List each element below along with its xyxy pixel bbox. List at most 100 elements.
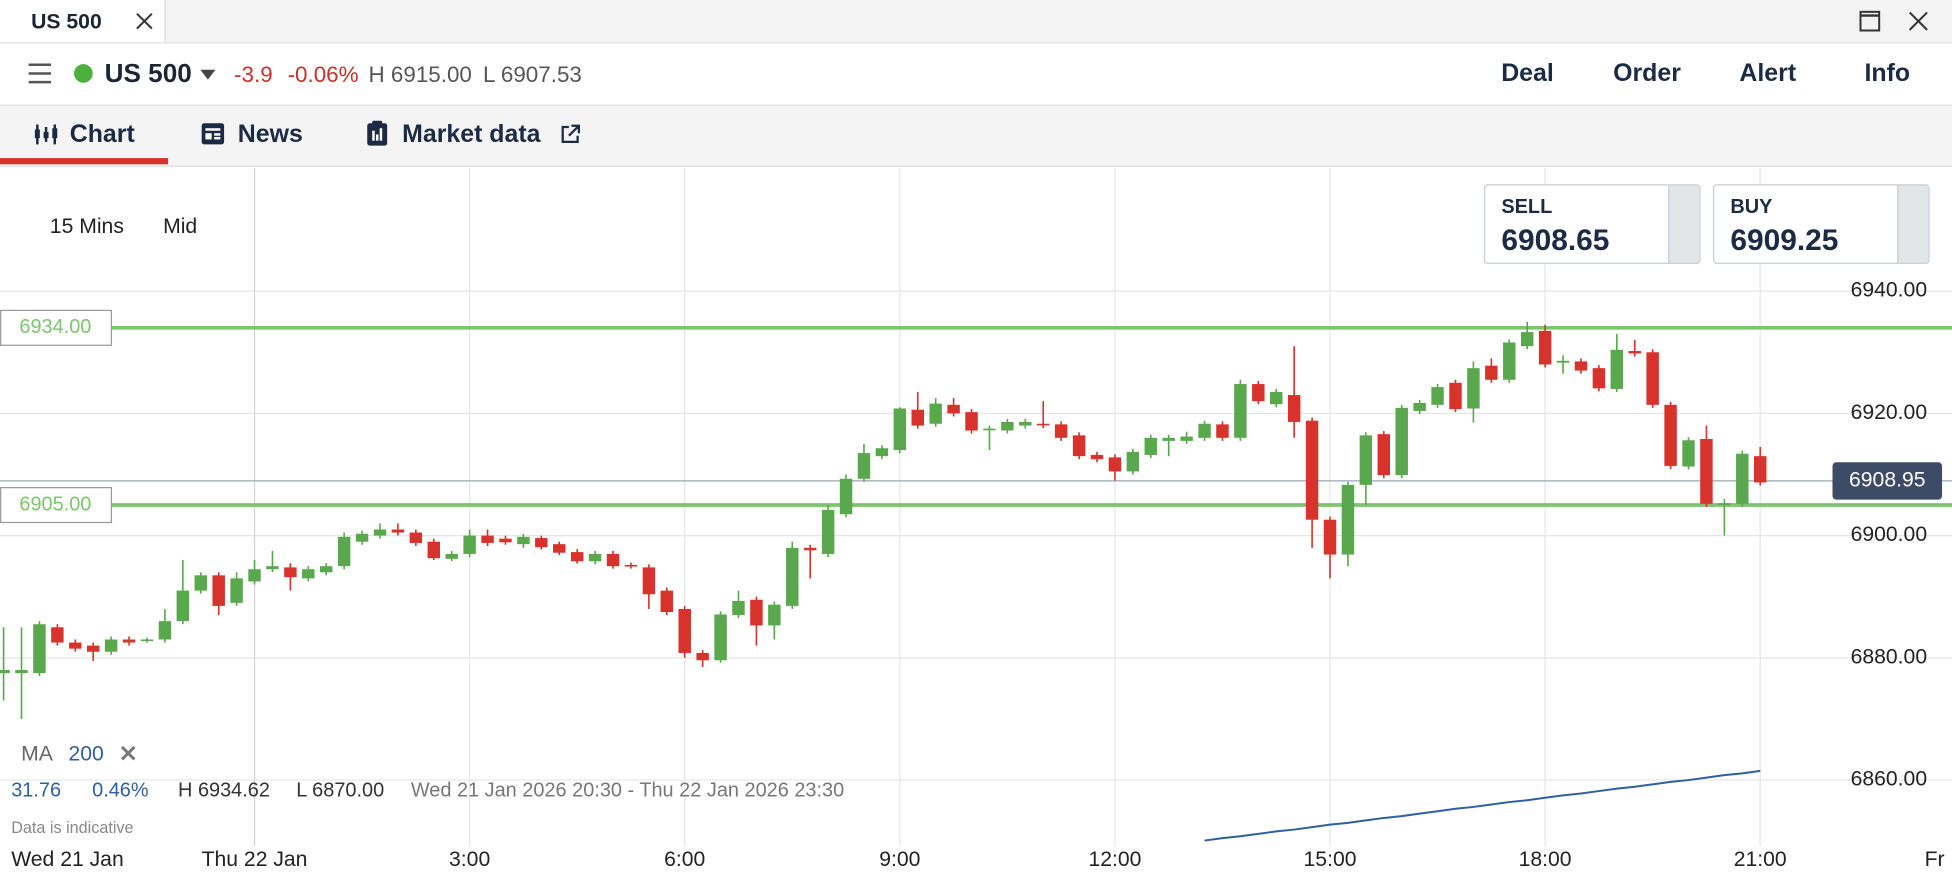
candle-body bbox=[983, 428, 996, 431]
candle-body bbox=[1216, 424, 1229, 438]
candle-body bbox=[266, 566, 279, 570]
instrument-name[interactable]: US 500 bbox=[104, 59, 192, 89]
day-high: H 6915.00 bbox=[368, 62, 472, 88]
price-change: -3.9 bbox=[234, 62, 273, 88]
news-tab[interactable]: News bbox=[237, 120, 303, 149]
candle-body bbox=[535, 538, 548, 548]
candle-body bbox=[1628, 351, 1641, 354]
candle-body bbox=[696, 652, 709, 661]
menu-icon[interactable] bbox=[27, 62, 52, 84]
candle-body bbox=[1072, 435, 1086, 457]
last-price-label: 6908.95 bbox=[1849, 468, 1925, 491]
candle-body bbox=[427, 541, 441, 559]
y-tick-label: 6900.00 bbox=[1851, 523, 1927, 546]
candle-body bbox=[1700, 439, 1713, 504]
candle-body bbox=[1736, 453, 1749, 504]
candle-body bbox=[1180, 436, 1193, 441]
instrument-dropdown[interactable] bbox=[199, 68, 216, 80]
candle-body bbox=[409, 532, 423, 543]
candle-body bbox=[158, 621, 172, 640]
order-button[interactable]: Order bbox=[1613, 59, 1681, 88]
indicator-period[interactable]: 200 bbox=[68, 741, 104, 766]
indicator-name: MA bbox=[21, 741, 53, 766]
candle-body bbox=[1413, 402, 1426, 411]
candle-body bbox=[1252, 384, 1265, 402]
info-button[interactable]: Info bbox=[1864, 59, 1911, 88]
sell-box[interactable]: SELL 6908.65 bbox=[1483, 184, 1701, 264]
sell-label: SELL bbox=[1501, 196, 1553, 218]
candle-body bbox=[553, 544, 566, 553]
candle-body bbox=[606, 553, 620, 567]
candle-body bbox=[140, 639, 154, 642]
candle-body bbox=[1108, 457, 1122, 472]
period-low: L 6870.00 bbox=[296, 780, 385, 802]
candle-body bbox=[1036, 423, 1050, 426]
candle-body bbox=[1323, 519, 1337, 555]
candle-body bbox=[1592, 368, 1606, 389]
close-tab-icon[interactable] bbox=[134, 11, 154, 31]
candle-body bbox=[857, 453, 871, 479]
maximize-icon[interactable] bbox=[1859, 10, 1881, 32]
candle-body bbox=[660, 590, 674, 612]
close-window-icon[interactable] bbox=[1907, 10, 1929, 32]
alert-button[interactable]: Alert bbox=[1739, 59, 1797, 88]
candle-body bbox=[463, 535, 476, 554]
candle-body bbox=[1485, 365, 1498, 380]
chart-tab[interactable]: Chart bbox=[69, 120, 135, 149]
market-data-tab[interactable]: Market data bbox=[402, 120, 541, 149]
candle-body bbox=[1287, 395, 1301, 422]
sell-price: 6908.65 bbox=[1501, 224, 1610, 258]
candle-body bbox=[1144, 437, 1157, 455]
x-tick-label: 21:00 bbox=[1734, 848, 1787, 871]
x-end-label: Fr bbox=[1925, 848, 1945, 871]
level-label: 6905.00 bbox=[19, 493, 91, 515]
window-tab[interactable]: US 500 bbox=[0, 0, 166, 43]
candle-body bbox=[624, 564, 638, 567]
candle-body bbox=[768, 604, 781, 626]
candle-body bbox=[1449, 382, 1462, 410]
moving-average-line bbox=[1204, 769, 1761, 842]
candle-body bbox=[104, 639, 118, 652]
candle-body bbox=[194, 575, 207, 591]
candle-body bbox=[499, 538, 512, 543]
x-tick-label: 9:00 bbox=[879, 848, 920, 871]
candle-body bbox=[965, 412, 978, 431]
candle-body bbox=[1019, 421, 1032, 426]
candle-body bbox=[15, 670, 28, 674]
buy-label: BUY bbox=[1730, 196, 1773, 218]
candle-body bbox=[122, 639, 136, 643]
buy-box-strip bbox=[1897, 185, 1929, 263]
candle-body bbox=[911, 409, 924, 426]
candle-body bbox=[642, 567, 656, 595]
buy-price: 6909.25 bbox=[1730, 224, 1839, 258]
remove-indicator-icon[interactable] bbox=[120, 744, 137, 761]
chart-tab-icon bbox=[34, 124, 58, 145]
buy-box[interactable]: BUY 6909.25 bbox=[1712, 184, 1930, 264]
candle-body bbox=[1341, 484, 1355, 555]
candle-body bbox=[445, 553, 458, 559]
candle-body bbox=[1574, 361, 1588, 371]
deal-button[interactable]: Deal bbox=[1501, 59, 1554, 88]
interval-selector[interactable]: 15 Mins bbox=[49, 214, 124, 238]
candle-body bbox=[51, 627, 64, 643]
price-type-selector[interactable]: Mid bbox=[163, 214, 198, 238]
candle-body bbox=[821, 509, 835, 554]
candle-body bbox=[1520, 332, 1534, 347]
candle-body bbox=[1270, 391, 1283, 405]
market-status-dot bbox=[74, 64, 93, 83]
candle-body bbox=[750, 599, 763, 626]
level-label-box bbox=[0, 486, 113, 524]
candle-body bbox=[1090, 454, 1104, 460]
candle-body bbox=[803, 547, 817, 551]
candle-body bbox=[1753, 456, 1767, 483]
external-link-icon[interactable] bbox=[559, 123, 581, 145]
y-tick-label: 6920.00 bbox=[1851, 401, 1927, 424]
x-tick-label: 15:00 bbox=[1304, 848, 1357, 871]
candle-body bbox=[1538, 330, 1552, 365]
candle-body bbox=[839, 478, 853, 515]
price-chart: Thu 22 Jan 3:00 6:00 9:00 12:00 15:00 18:00 21:… bbox=[0, 168, 1952, 878]
candle-body bbox=[1198, 423, 1211, 438]
instrument-header: US 500 -3.9 -0.06% H 6915.00 L 6907.53 D… bbox=[0, 43, 1952, 106]
candle-body bbox=[284, 567, 297, 578]
